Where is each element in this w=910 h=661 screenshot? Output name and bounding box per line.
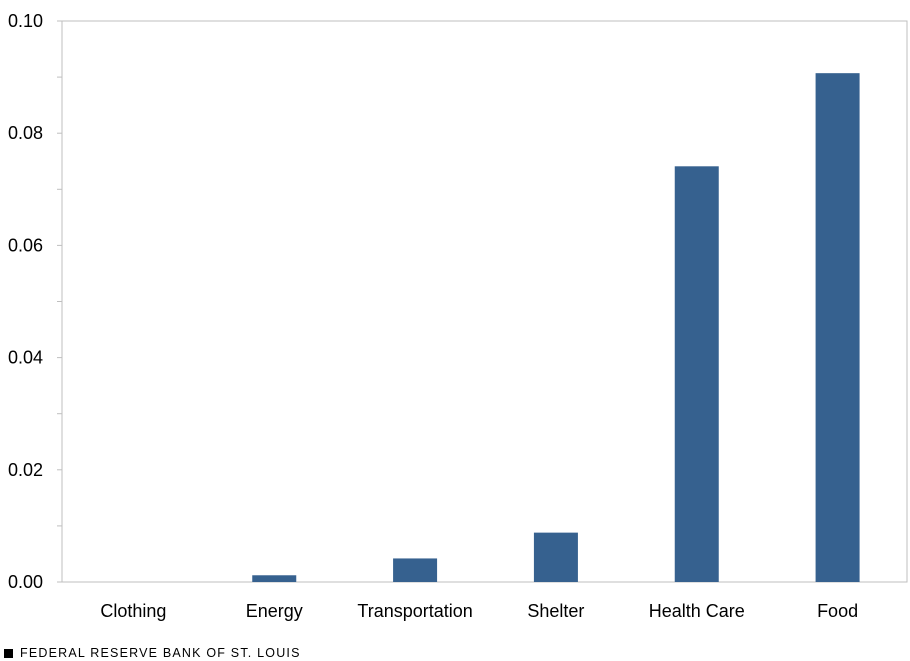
y-axis: 0.00 0.02 0.04 0.06 0.08 0.10: [8, 11, 62, 592]
x-tick-label: Shelter: [527, 601, 584, 621]
x-tick-label: Transportation: [357, 601, 472, 621]
y-tick-label: 0.00: [8, 572, 43, 592]
x-tick-label: Clothing: [100, 601, 166, 621]
plot-frame: [61, 20, 908, 583]
x-tick-label: Food: [817, 601, 858, 621]
bar: [393, 558, 438, 582]
bar: [815, 73, 860, 582]
square-icon: [4, 648, 13, 658]
y-tick-label: 0.06: [8, 235, 43, 255]
y-tick-label: 0.08: [8, 123, 43, 143]
x-axis: Clothing Energy Transportation Shelter Healt…: [100, 601, 858, 621]
bar-chart: 0.00 0.02 0.04 0.06 0.08 0.10 Clothing Energy T…: [8, 11, 908, 621]
bar: [252, 575, 297, 582]
bar: [674, 166, 719, 582]
plot-border: [61, 20, 908, 583]
y-tick-label: 0.02: [8, 460, 43, 480]
y-tick-label: 0.10: [8, 11, 43, 31]
x-tick-label: Health Care: [649, 601, 745, 621]
y-tick-label: 0.04: [8, 348, 43, 368]
bars: [252, 73, 860, 582]
source-footer: FEDERAL RESERVE BANK OF ST. LOUIS: [4, 646, 301, 660]
footer-text: FEDERAL RESERVE BANK OF ST. LOUIS: [20, 646, 301, 660]
bar: [533, 532, 578, 582]
x-tick-label: Energy: [246, 601, 303, 621]
